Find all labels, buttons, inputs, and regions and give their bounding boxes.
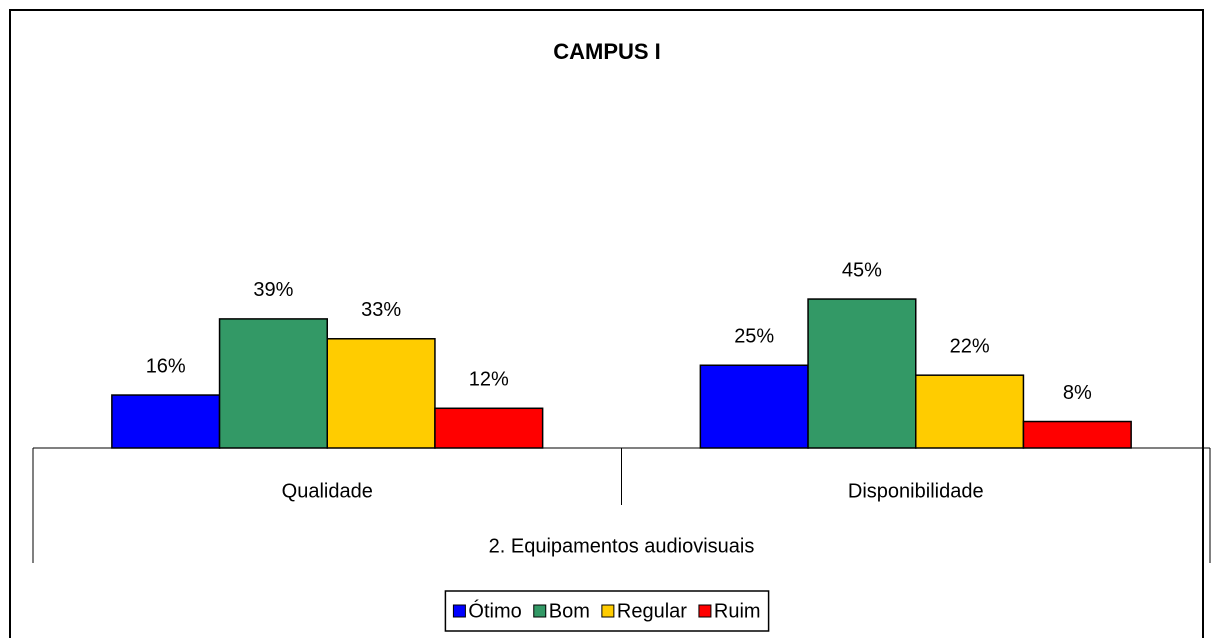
legend-label: Ótimo (468, 599, 521, 622)
data-label: 39% (253, 279, 293, 301)
bar (326, 338, 436, 449)
bar (1022, 420, 1132, 449)
legend-label: Bom (549, 600, 590, 622)
x-tick-label: Disponibilidade (848, 480, 984, 502)
data-label: 45% (842, 259, 882, 281)
bar (915, 374, 1025, 449)
data-label: 16% (146, 355, 186, 377)
data-label: 22% (950, 335, 990, 357)
legend-swatch (698, 604, 712, 618)
bar (807, 298, 917, 449)
bar (699, 364, 809, 449)
legend-swatch (601, 604, 615, 618)
legend-swatch (533, 604, 547, 618)
data-label: 33% (361, 299, 401, 321)
bar (218, 318, 329, 449)
data-label: 8% (1063, 382, 1092, 404)
data-label: 25% (734, 326, 774, 348)
legend-label: Regular (617, 600, 687, 622)
bar (111, 394, 221, 449)
legend-swatch (452, 604, 466, 618)
data-label: 12% (469, 369, 509, 391)
chart-title: CAMPUS I (553, 39, 661, 64)
x-tick-label: Qualidade (282, 480, 373, 502)
x-axis-label: 2. Equipamentos audiovisuais (489, 535, 755, 557)
chart-frame (9, 9, 1204, 638)
legend-label: Ruim (714, 600, 761, 622)
bar (434, 407, 544, 449)
